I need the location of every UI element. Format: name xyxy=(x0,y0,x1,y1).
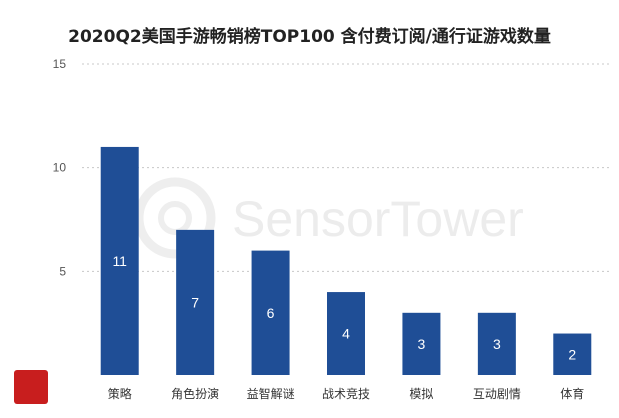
x-tick-label: 互动剧情 xyxy=(473,387,521,401)
bar xyxy=(402,312,441,375)
data-label: 3 xyxy=(418,336,426,352)
x-tick-label: 模拟 xyxy=(409,387,433,401)
data-label: 3 xyxy=(493,336,501,352)
watermark-text: SensorTower xyxy=(232,191,524,247)
bar xyxy=(251,250,290,375)
site-logo-icon xyxy=(14,370,48,404)
bar xyxy=(176,229,215,375)
bars xyxy=(100,146,592,375)
data-label: 7 xyxy=(191,294,199,310)
x-tick-label: 益智解谜 xyxy=(247,386,295,401)
bar xyxy=(100,146,139,375)
data-label: 4 xyxy=(342,326,350,342)
sensortower-watermark: SensorTower xyxy=(134,177,524,259)
y-tick-label: 10 xyxy=(53,161,67,175)
data-labels: 11 7 6 4 3 3 2 xyxy=(112,253,576,362)
x-tick-label: 角色扮演 xyxy=(171,386,219,401)
data-label: 11 xyxy=(112,253,127,269)
data-label: 6 xyxy=(267,305,275,321)
data-label: 2 xyxy=(568,346,576,362)
chart-title: 2020Q2美国手游畅销榜TOP100 含付费订阅/通行证游戏数量 xyxy=(68,27,551,47)
bar xyxy=(477,312,516,375)
bar xyxy=(553,333,592,375)
x-tick-label: 体育 xyxy=(560,386,584,401)
y-tick-label: 5 xyxy=(59,264,66,278)
x-tick-label: 战术竞技 xyxy=(322,387,370,401)
x-tick-label: 策略 xyxy=(108,386,132,401)
bar xyxy=(327,292,365,375)
x-axis-ticks: 策略 角色扮演 益智解谜 战术竞技 模拟 互动剧情 体育 xyxy=(108,386,585,401)
y-axis-ticks: 5 10 15 xyxy=(53,57,67,278)
gridlines xyxy=(82,63,610,272)
y-tick-label: 15 xyxy=(53,57,67,71)
